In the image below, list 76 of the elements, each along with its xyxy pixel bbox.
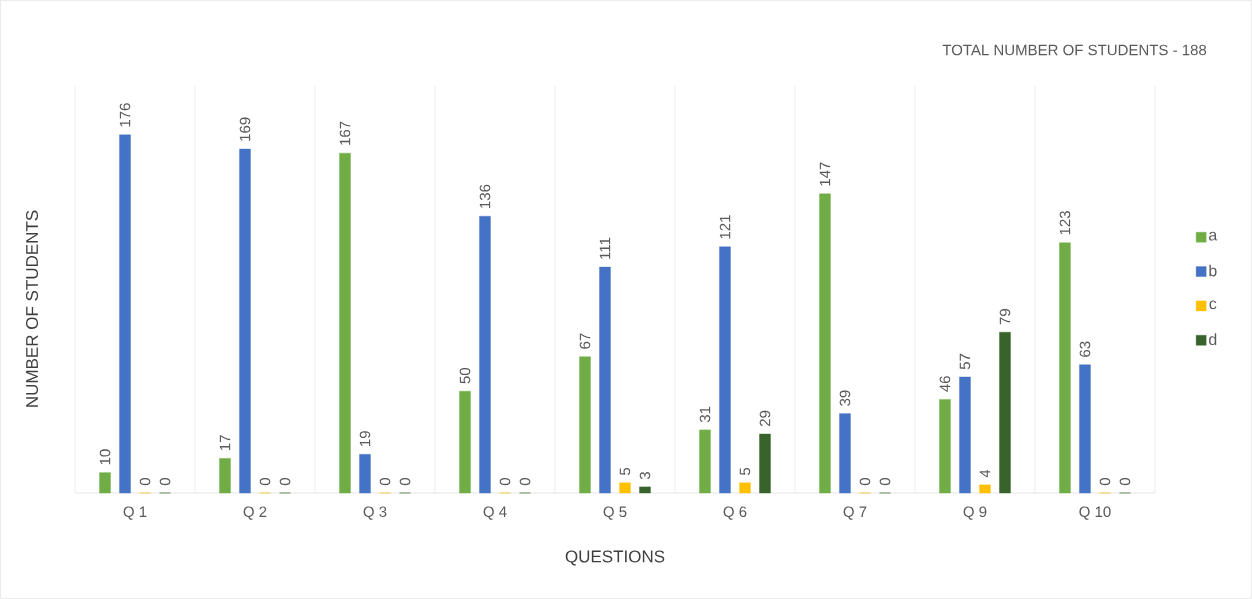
data-label: 121	[719, 215, 731, 239]
bar	[639, 486, 651, 494]
bar	[99, 472, 111, 494]
data-label: 29	[759, 410, 771, 427]
bar	[579, 356, 591, 494]
bar	[599, 266, 611, 494]
data-label: 0	[259, 478, 271, 486]
data-label: 5	[739, 467, 751, 476]
bar	[719, 246, 731, 494]
data-label: 0	[379, 478, 391, 486]
bar	[339, 152, 351, 494]
data-label: 111	[599, 237, 611, 259]
data-label: 63	[1079, 341, 1091, 357]
data-label: 0	[159, 478, 171, 486]
data-label: 0	[279, 478, 291, 486]
bar	[359, 454, 371, 494]
y-axis-title: NUMBER OF STUDENTS	[25, 210, 39, 407]
bar	[119, 134, 131, 494]
data-label: 167	[339, 121, 351, 145]
bar	[939, 399, 951, 494]
bar	[759, 433, 771, 494]
bar	[1059, 242, 1071, 494]
x-tick-label: Q 4	[483, 506, 507, 520]
data-label: 10	[99, 449, 111, 465]
bar	[819, 193, 831, 494]
data-label: 31	[699, 406, 711, 423]
data-label: 147	[819, 162, 831, 186]
bar	[959, 376, 971, 494]
data-label: 0	[519, 478, 531, 486]
legend-label: c	[1209, 300, 1217, 310]
data-label: 46	[939, 376, 951, 392]
bar	[219, 458, 231, 494]
x-tick-label: Q 1	[123, 506, 147, 520]
data-label: 5	[619, 467, 631, 476]
bar	[699, 429, 711, 494]
data-label: 17	[219, 435, 231, 451]
chart-title: TOTAL NUMBER OF STUDENTS - 188	[942, 44, 1207, 56]
data-label: 136	[479, 184, 491, 208]
data-label: 123	[1059, 211, 1071, 235]
bar	[479, 216, 491, 494]
data-label: 57	[959, 353, 971, 370]
x-tick-label: Q 5	[603, 506, 627, 520]
legend-label: d	[1209, 333, 1217, 346]
data-label: 0	[859, 478, 871, 486]
data-label: 0	[399, 478, 411, 486]
data-label: 0	[139, 478, 151, 486]
bar	[999, 332, 1011, 494]
legend-label: a	[1209, 231, 1218, 241]
bar	[739, 482, 751, 494]
bar	[619, 482, 631, 494]
x-tick-label: Q 3	[363, 506, 387, 520]
bar	[459, 391, 471, 494]
data-label: 176	[119, 103, 131, 127]
bar	[1079, 364, 1091, 494]
bar	[979, 484, 991, 494]
data-label: 19	[359, 431, 371, 446]
data-label: 169	[239, 117, 251, 141]
data-label: 0	[499, 478, 511, 486]
data-label: 4	[979, 469, 991, 478]
data-label: 67	[579, 333, 591, 349]
x-axis-title: QUESTIONS	[565, 550, 665, 566]
data-label: 79	[999, 309, 1011, 325]
x-tick-label: Q 2	[243, 506, 267, 520]
data-label: 0	[1099, 478, 1111, 486]
data-label: 50	[459, 367, 471, 384]
legend-label: b	[1209, 264, 1217, 277]
x-tick-label: Q 6	[723, 506, 747, 520]
x-tick-label: Q 7	[843, 506, 867, 520]
data-label: 0	[1119, 478, 1131, 486]
x-tick-label: Q 10	[1079, 506, 1111, 520]
x-tick-label: Q 9	[963, 506, 987, 520]
bar	[839, 413, 851, 494]
data-label: 0	[879, 478, 891, 486]
data-label: 39	[839, 390, 851, 406]
bar	[239, 148, 251, 494]
data-label: 3	[639, 472, 651, 480]
